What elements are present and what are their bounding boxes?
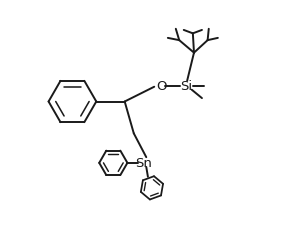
Text: Si: Si xyxy=(180,80,192,93)
Text: Sn: Sn xyxy=(136,157,152,170)
Text: O: O xyxy=(156,80,166,93)
